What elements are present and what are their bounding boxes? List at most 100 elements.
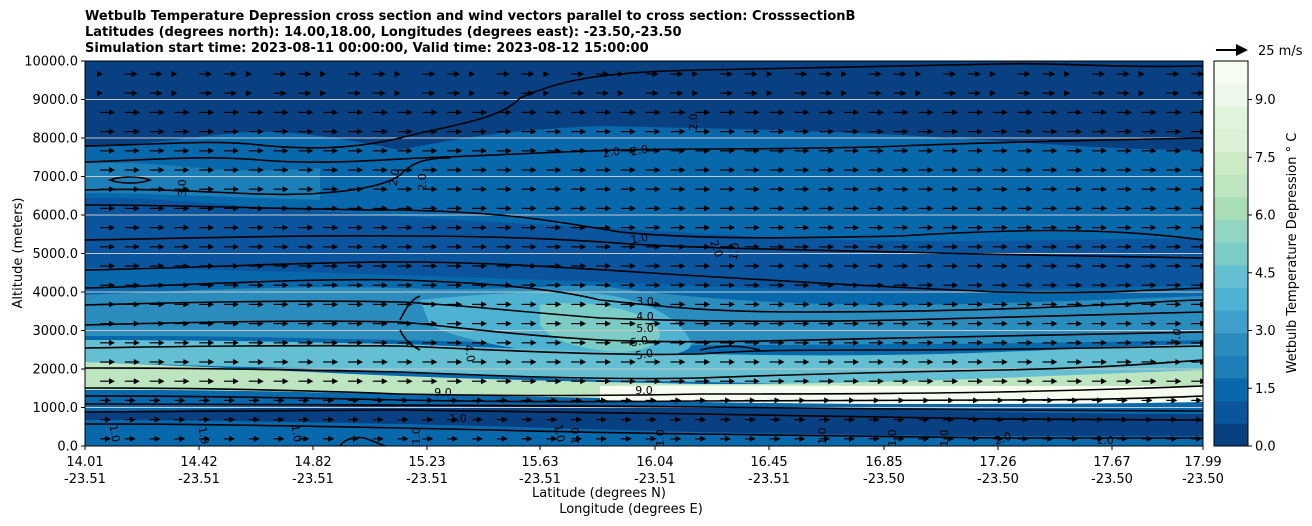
wind-vector-arrow [893,243,909,250]
x-tick-latitude: 16.04 [636,455,673,470]
wind-vector-arrow [199,282,215,289]
wind-vector-arrow [447,147,463,154]
wind-vector-arrow [273,435,285,442]
wind-vector-arrow [670,109,686,116]
wind-vector-arrow [596,71,609,77]
wind-vector-arrow [224,90,237,97]
wind-vector-arrow [1191,320,1203,327]
wind-vector-arrow [1092,301,1107,308]
wind-vector-arrow [248,301,264,308]
wind-vector-arrow [720,90,733,97]
wind-vector-arrow [472,109,487,116]
wind-vector-arrow [372,359,388,365]
wind-vector-arrow [100,186,115,193]
wind-vector-arrow [992,147,1008,154]
wind-vector-arrow [1017,90,1031,97]
wind-vector-arrow [695,109,711,116]
wind-vector-arrow [571,282,587,289]
wind-vector-arrow [596,224,611,231]
wind-vector-arrow [1017,416,1029,423]
wind-vector-arrow [571,378,587,385]
wind-vector-arrow [915,71,922,77]
wind-vector-arrow [472,339,487,346]
wind-vector-arrow [1092,263,1107,269]
wind-vector-arrow [447,109,463,116]
wind-vector-arrow [943,205,959,212]
contour-line [339,436,386,446]
wind-vector-arrow [720,378,735,385]
wind-vector-arrow [323,147,339,154]
x-tick-latitude: 16.85 [865,455,902,470]
wind-vector-arrow [298,435,310,442]
wind-vector-arrow [744,109,760,116]
wind-vector-arrow [868,167,884,173]
contour-labels: 3.02.0 2.01.0 2.0 1.02.03.04.05.05.05.04.09… [107,113,1185,448]
wind-vector-arrow [893,282,909,289]
wind-vector-arrow [372,263,388,269]
wind-vector-arrow [844,378,859,385]
wind-vector-arrow [766,90,773,97]
wind-vector-arrow [868,339,884,346]
wind-vector-arrow [521,90,535,97]
wind-vector-arrow [992,186,1008,193]
wind-vector-arrow [769,167,785,173]
wind-vector-arrow [422,109,438,116]
y-tick-label: 9000.0 [33,93,79,108]
wind-vector-arrow [546,435,558,442]
wind-vector-arrow [943,378,959,385]
wind-vector-arrow [397,243,413,250]
wind-vector-arrow [645,167,661,173]
wind-vector-arrow [943,339,959,346]
wind-vector-arrow [546,301,562,308]
wind-vector-arrow [1067,435,1079,442]
wind-vector-arrow [174,128,190,135]
wind-vector-arrow [149,301,165,308]
wind-vector-arrow [968,90,981,97]
wind-vector-arrow [695,378,711,385]
wind-vector-arrow [571,205,587,212]
wind-vector-arrow [546,359,562,365]
wind-vector-arrow [447,416,459,423]
wind-vector-arrow [670,224,686,231]
contour-label: 5.0 [635,347,654,363]
wind-vector-arrow [273,339,289,346]
contour-label: 2.0 [630,143,649,159]
wind-vector-arrow [645,205,661,212]
colorbar-segment [1214,355,1248,379]
wind-vector-arrow [472,435,483,442]
wind-vector-arrow [844,147,859,154]
wind-vector-arrow [620,378,636,385]
x-tick-latitude: 14.01 [66,455,103,470]
wind-vector-arrow [893,205,909,212]
wind-vector-arrow [174,186,190,193]
wind-vector-arrow [1042,147,1058,154]
wind-vector-arrow [496,378,512,385]
wind-vector-arrow [943,109,959,116]
wind-vector-arrow [273,320,289,327]
wind-vector-arrow [1141,397,1153,404]
wind-vector-arrow [620,301,636,308]
wind-vector-arrow [819,416,831,423]
wind-vector-arrow [1116,186,1132,193]
wind-vector-arrow [1116,359,1132,365]
wind-vector-arrow [348,71,361,77]
colorbar-segment [1214,61,1248,85]
wind-vector-arrow [1141,224,1157,231]
wind-vector-arrow [224,378,239,385]
wind-vector-arrow [1116,339,1132,346]
contour-label: 3.0 [176,179,189,197]
wind-vector-arrow [298,282,314,289]
wind-vector-arrow [943,167,959,173]
wind-vector-arrow [447,224,463,231]
wind-vector-arrow [496,224,512,231]
wind-vector-arrow [893,90,907,97]
contour-line [85,385,1203,397]
wind-vector-arrow [893,320,909,327]
wind-vector-arrow [620,243,636,250]
wind-vector-arrow [1092,109,1107,116]
wind-vector-arrow [841,90,847,97]
wind-vector-arrow [124,128,140,135]
x-tick-longitude: -23.50 [1091,472,1133,487]
wind-vector-arrow [695,224,711,231]
contour-label: 1.0 [449,412,467,425]
